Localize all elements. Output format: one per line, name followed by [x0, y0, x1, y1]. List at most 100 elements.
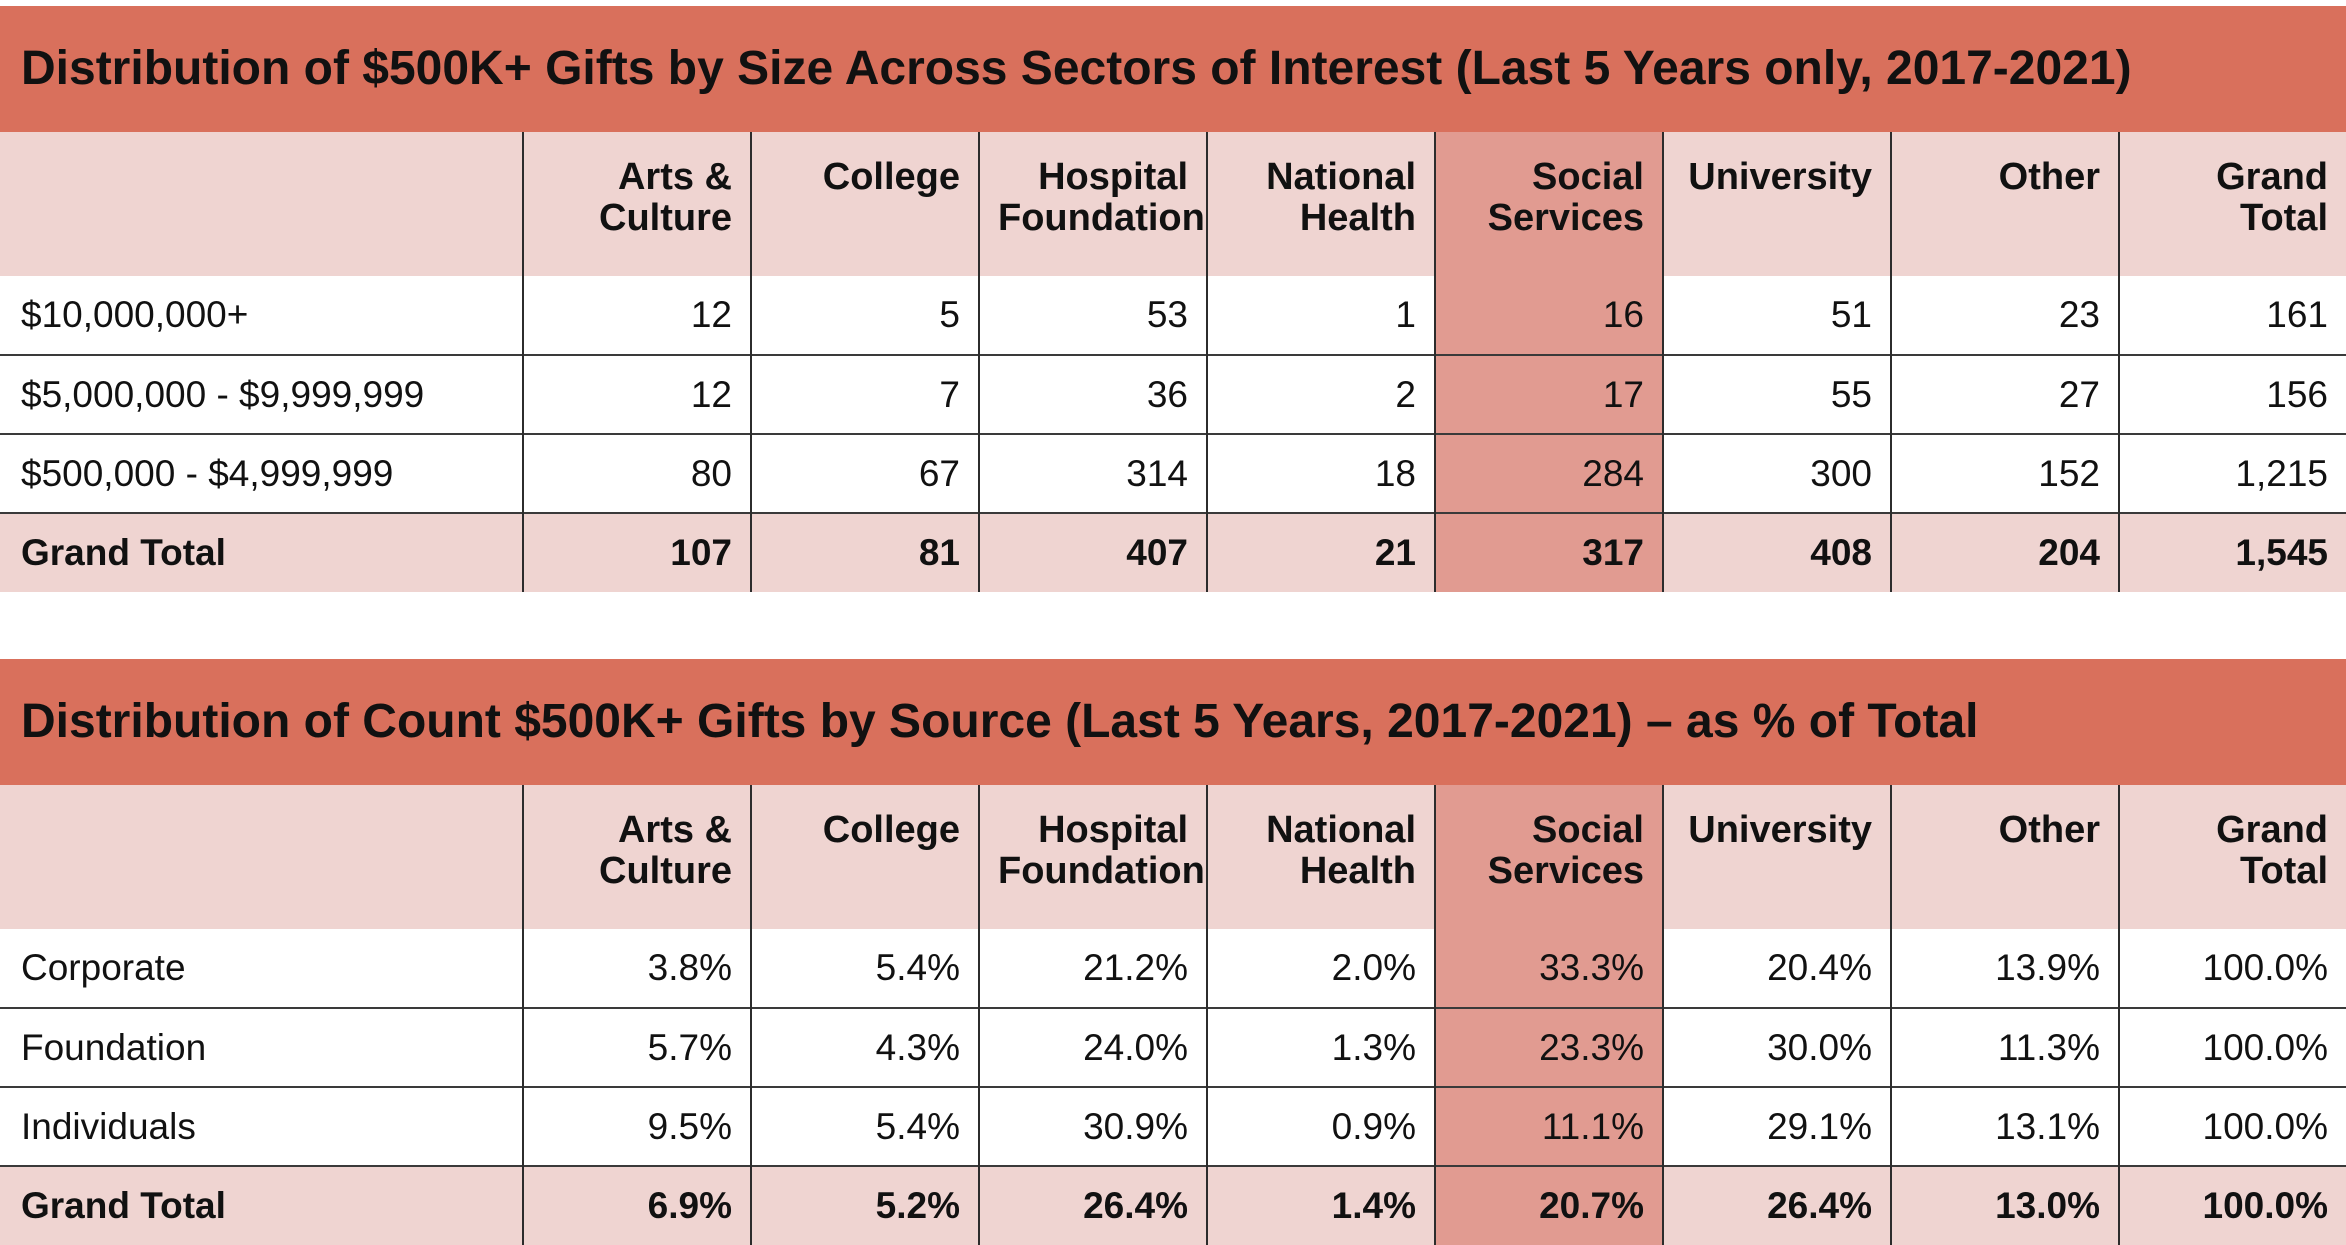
value-cell: 300: [1662, 433, 1891, 513]
column-header: College: [750, 785, 979, 929]
header-cell-blank: [0, 785, 523, 929]
value-cell: 5.2%: [750, 1165, 979, 1245]
value-cell: 0.9%: [1206, 1086, 1435, 1166]
gift-size-table-block: Distribution of $500K+ Gifts by Size Acr…: [0, 6, 2346, 592]
gift-source-table: Arts & Culture College Hospital Foundation…: [0, 785, 2346, 1245]
header-cell-blank: [0, 132, 523, 276]
value-cell: 2.0%: [1206, 929, 1435, 1008]
row-label: $10,000,000+: [21, 294, 249, 335]
column-header: University: [1662, 785, 1891, 929]
column-header: Hospital Foundation: [978, 132, 1207, 276]
value-cell: 100.0%: [2118, 1086, 2346, 1166]
value-cell: 53: [978, 276, 1207, 355]
table-title: Distribution of $500K+ Gifts by Size Acr…: [0, 6, 2346, 132]
value-cell: 156: [2118, 354, 2346, 434]
value-cell: 408: [1662, 512, 1891, 592]
row-label: $5,000,000 - $9,999,999: [0, 354, 523, 434]
table-body: $10,000,000+ 12 5 53 1 16 51 23 161 $5,000,000 - …: [0, 276, 2346, 592]
value-cell: 107: [522, 512, 751, 592]
value-cell: 314: [978, 433, 1207, 513]
value-cell: 29.1%: [1662, 1086, 1891, 1166]
value-cell: 12: [522, 354, 751, 434]
value-cell: 13.0%: [1890, 1165, 2119, 1245]
value-cell: 55: [1662, 354, 1891, 434]
value-cell: 80: [522, 433, 751, 513]
table-row: $500,000 - $4,999,999 80 67 314 18 284 300 152 1…: [0, 433, 2346, 513]
value-cell: 3.8%: [522, 929, 751, 1008]
value-cell: 20.7%: [1434, 1165, 1663, 1245]
value-cell: 204: [1890, 512, 2119, 592]
value-cell: 16: [1434, 276, 1663, 355]
value-cell: 18: [1206, 433, 1435, 513]
value-cell: 100.0%: [2118, 1007, 2346, 1087]
column-header: Social Services: [1434, 785, 1663, 929]
table-row: $10,000,000+ 12 5 53 1 16 51 23 161: [0, 276, 2346, 355]
table-title: Distribution of Count $500K+ Gifts by So…: [0, 659, 2346, 785]
value-cell: 100.0%: [2118, 929, 2346, 1008]
value-cell: 5: [750, 276, 979, 355]
value-cell: 26.4%: [978, 1165, 1207, 1245]
value-cell: 30.9%: [978, 1086, 1207, 1166]
value-cell: 317: [1434, 512, 1663, 592]
value-cell: 13.9%: [1890, 929, 2119, 1008]
row-label: Corporate: [21, 947, 186, 988]
row-label: $500,000 - $4,999,999: [0, 433, 523, 513]
value-cell: 13.1%: [1890, 1086, 2119, 1166]
header-row: Arts & Culture College Hospital Foundation…: [0, 785, 2346, 929]
value-cell: 284: [1434, 433, 1663, 513]
gift-source-table-block: Distribution of Count $500K+ Gifts by So…: [0, 659, 2346, 1245]
value-cell: 1.3%: [1206, 1007, 1435, 1087]
column-header: Grand Total: [2118, 785, 2346, 929]
value-cell: 81: [750, 512, 979, 592]
row-label: Individuals: [0, 1086, 523, 1166]
value-cell: 1,545: [2118, 512, 2346, 592]
row-label: Grand Total: [0, 512, 523, 592]
value-cell: 9.5%: [522, 1086, 751, 1166]
value-cell: 407: [978, 512, 1207, 592]
value-cell: 36: [978, 354, 1207, 434]
column-header: National Health: [1206, 132, 1435, 276]
table-row: $5,000,000 - $9,999,999 12 7 36 2 17 55 27 156: [0, 354, 2346, 434]
value-cell: 5.4%: [750, 1086, 979, 1166]
grand-total-row: Grand Total 107 81 407 21 317 408 204 1,545: [0, 512, 2346, 592]
table-body: Corporate 3.8% 5.4% 21.2% 2.0% 33.3% 20.4% 13.9…: [0, 929, 2346, 1245]
column-header: Grand Total: [2118, 132, 2346, 276]
value-cell: 27: [1890, 354, 2119, 434]
column-header: Arts & Culture: [522, 785, 751, 929]
column-header: Other: [1890, 132, 2119, 276]
value-cell: 23: [1890, 276, 2119, 355]
value-cell: 23.3%: [1434, 1007, 1663, 1087]
value-cell: 30.0%: [1662, 1007, 1891, 1087]
value-cell: 6.9%: [522, 1165, 751, 1245]
row-label: Foundation: [0, 1007, 523, 1087]
value-cell: 161: [2118, 276, 2346, 355]
value-cell: 17: [1434, 354, 1663, 434]
value-cell: 1,215: [2118, 433, 2346, 513]
row-label: Grand Total: [0, 1165, 523, 1245]
value-cell: 20.4%: [1662, 929, 1891, 1008]
table-row: Corporate 3.8% 5.4% 21.2% 2.0% 33.3% 20.4% 13.9…: [0, 929, 2346, 1008]
value-cell: 4.3%: [750, 1007, 979, 1087]
grand-total-row: Grand Total 6.9% 5.2% 26.4% 1.4% 20.7% 26.4% 13…: [0, 1165, 2346, 1245]
value-cell: 2: [1206, 354, 1435, 434]
value-cell: 7: [750, 354, 979, 434]
column-header: Other: [1890, 785, 2119, 929]
value-cell: 1.4%: [1206, 1165, 1435, 1245]
value-cell: 24.0%: [978, 1007, 1207, 1087]
value-cell: 33.3%: [1434, 929, 1663, 1008]
value-cell: 12: [522, 276, 751, 355]
column-header: University: [1662, 132, 1891, 276]
column-header: Social Services: [1434, 132, 1663, 276]
column-header: Hospital Foundation: [978, 785, 1207, 929]
value-cell: 5.7%: [522, 1007, 751, 1087]
value-cell: 11.3%: [1890, 1007, 2119, 1087]
value-cell: 67: [750, 433, 979, 513]
column-header: National Health: [1206, 785, 1435, 929]
value-cell: 26.4%: [1662, 1165, 1891, 1245]
header-row: Arts & Culture College Hospital Foundation…: [0, 132, 2346, 276]
value-cell: 21: [1206, 512, 1435, 592]
table-row: Individuals 9.5% 5.4% 30.9% 0.9% 11.1% 29.1% 13…: [0, 1086, 2346, 1166]
value-cell: 51: [1662, 276, 1891, 355]
value-cell: 152: [1890, 433, 2119, 513]
value-cell: 100.0%: [2118, 1165, 2346, 1245]
